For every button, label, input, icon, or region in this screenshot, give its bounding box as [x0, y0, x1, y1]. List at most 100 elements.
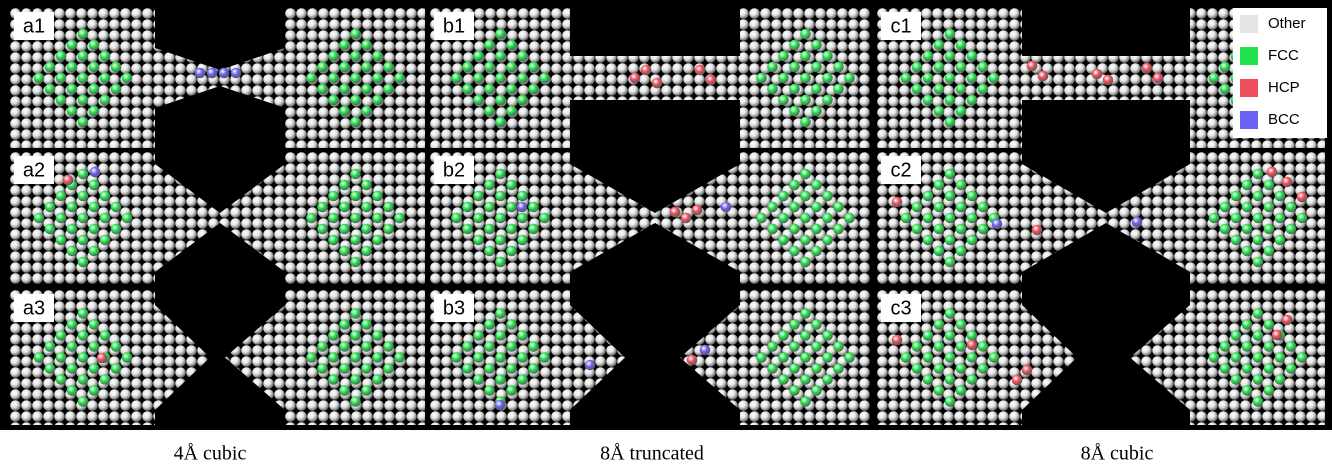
special-atom [1282, 177, 1293, 188]
fcc-atom [506, 84, 517, 95]
fcc-atom [934, 40, 945, 51]
special-atom [195, 68, 206, 79]
fcc-atom [967, 352, 978, 363]
fcc-atom [462, 363, 473, 374]
fcc-atom [100, 213, 111, 224]
fcc-atom [89, 341, 100, 352]
fcc-atom [383, 224, 394, 235]
fcc-atom [89, 319, 100, 330]
fcc-atom [100, 235, 111, 246]
fcc-atom [945, 95, 956, 106]
caption: 8Å truncated [600, 443, 704, 465]
fcc-atom [1231, 330, 1242, 341]
special-atom [1092, 69, 1103, 80]
fcc-atom [778, 73, 789, 84]
fcc-atom [350, 330, 361, 341]
fcc-atom [956, 40, 967, 51]
fcc-atom [89, 180, 100, 191]
fcc-atom [934, 385, 945, 396]
fcc-atom [945, 169, 956, 180]
fcc-atom [361, 62, 372, 73]
fcc-atom [1264, 246, 1275, 257]
fcc-atom [517, 191, 528, 202]
special-atom [687, 355, 698, 366]
fcc-atom [1253, 257, 1264, 268]
special-atom [706, 75, 717, 86]
fcc-atom [912, 84, 923, 95]
special-atom [1027, 61, 1038, 72]
special-atom [1297, 192, 1308, 203]
fcc-atom [78, 235, 89, 246]
fcc-atom [67, 202, 78, 213]
fcc-atom [1253, 213, 1264, 224]
fcc-atom [923, 73, 934, 84]
fcc-atom [956, 363, 967, 374]
fcc-atom [1253, 308, 1264, 319]
fcc-atom [56, 235, 67, 246]
fcc-atom [1253, 235, 1264, 246]
fcc-atom [67, 62, 78, 73]
fcc-atom [78, 396, 89, 407]
fcc-atom [350, 29, 361, 40]
special-atom [695, 65, 706, 76]
fcc-atom [934, 224, 945, 235]
fcc-atom [100, 73, 111, 84]
fcc-atom [317, 84, 328, 95]
special-atom [1012, 375, 1023, 386]
fcc-atom [800, 117, 811, 128]
panel-label: a2 [23, 159, 45, 181]
fcc-atom [528, 62, 539, 73]
fcc-atom [506, 106, 517, 117]
fcc-atom [484, 84, 495, 95]
fcc-atom [934, 106, 945, 117]
fcc-atom [350, 213, 361, 224]
fcc-atom [67, 84, 78, 95]
fcc-atom [484, 180, 495, 191]
fcc-atom [328, 352, 339, 363]
fcc-atom [539, 352, 550, 363]
fcc-atom [1242, 319, 1253, 330]
special-atom [1038, 71, 1049, 82]
fcc-atom [811, 385, 822, 396]
panel-label: c3 [890, 297, 911, 319]
fcc-atom [361, 385, 372, 396]
special-atom [992, 219, 1003, 230]
fcc-atom [901, 352, 912, 363]
fcc-atom [56, 95, 67, 106]
fcc-atom [1264, 385, 1275, 396]
legend: OtherFCCHCPBCC [1233, 8, 1327, 138]
fcc-atom [811, 106, 822, 117]
panel-label: a3 [23, 297, 45, 319]
fcc-atom [78, 95, 89, 106]
fcc-atom [517, 330, 528, 341]
fcc-atom [934, 202, 945, 213]
fcc-atom [45, 84, 56, 95]
fcc-atom [89, 84, 100, 95]
fcc-atom [339, 180, 350, 191]
panel-label: b2 [443, 159, 465, 181]
fcc-atom [967, 191, 978, 202]
fcc-atom [495, 352, 506, 363]
fcc-atom [923, 191, 934, 202]
fcc-atom [383, 84, 394, 95]
fcc-atom [361, 319, 372, 330]
fcc-atom [1264, 202, 1275, 213]
fcc-atom [912, 62, 923, 73]
special-atom [63, 175, 74, 186]
special-atom [219, 68, 230, 79]
special-atom [97, 353, 108, 364]
fcc-atom [495, 374, 506, 385]
fcc-atom [811, 224, 822, 235]
fcc-atom [339, 363, 350, 374]
fcc-atom [789, 40, 800, 51]
fcc-atom [473, 51, 484, 62]
special-atom [670, 207, 681, 218]
fcc-atom [495, 29, 506, 40]
fcc-atom [506, 224, 517, 235]
fcc-atom [473, 213, 484, 224]
fcc-atom [506, 246, 517, 257]
fcc-atom [800, 257, 811, 268]
special-atom [692, 205, 703, 216]
fcc-atom [789, 84, 800, 95]
fcc-atom [778, 374, 789, 385]
